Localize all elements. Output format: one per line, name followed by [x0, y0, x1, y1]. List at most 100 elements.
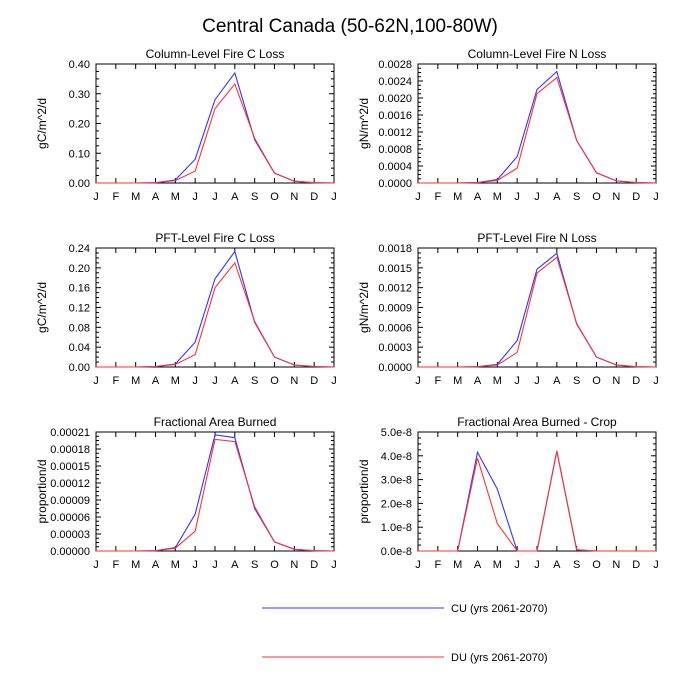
x-tick-label: D: [310, 375, 318, 387]
y-tick-label: 0.0018: [378, 243, 412, 255]
plot-frame: [417, 247, 657, 368]
x-tick-label: O: [592, 375, 601, 387]
x-tick-label: S: [251, 559, 258, 571]
x-tick-label: J: [93, 191, 99, 203]
series-line: [96, 82, 335, 184]
y-tick-label: 0.04: [69, 342, 90, 354]
y-tick-label: 0.00012: [50, 478, 90, 490]
x-tick-label: M: [453, 191, 462, 203]
y-tick-label: 0.08: [69, 322, 90, 334]
y-tick-label: 0.0e-8: [381, 546, 412, 558]
x-tick-label: O: [592, 559, 601, 571]
y-tick-label: 0.16: [69, 283, 90, 295]
y-tick-label: 0.00000: [50, 546, 90, 558]
x-tick-label: D: [632, 375, 640, 387]
series-line: [96, 434, 335, 552]
x-tick-label: M: [171, 375, 180, 387]
y-tick-label: 3.0e-8: [381, 475, 412, 487]
plot-frame: [95, 247, 335, 368]
chart-panel: Fractional Area Burned - Crop proportion/…: [357, 415, 659, 571]
x-tick-label: J: [514, 375, 520, 387]
plot-frame: [417, 431, 657, 552]
panel-title: PFT-Level Fire C Loss: [155, 231, 274, 245]
y-tick-label: 0.0006: [378, 322, 412, 334]
x-tick-label: A: [553, 375, 561, 387]
x-tick-label: J: [415, 559, 421, 571]
x-tick-label: M: [131, 559, 140, 571]
y-tick-label: 0.24: [69, 243, 90, 255]
x-tick-label: O: [592, 191, 601, 203]
x-tick-label: J: [331, 191, 337, 203]
y-axis-label: gC/m^2/d: [35, 98, 49, 149]
x-tick-label: F: [112, 375, 119, 387]
series-line: [96, 71, 335, 184]
x-tick-label: M: [493, 559, 502, 571]
x-tick-label: A: [474, 375, 482, 387]
series-line: [418, 76, 657, 184]
series-line: [418, 450, 656, 552]
x-tick-label: J: [331, 559, 337, 571]
x-tick-label: D: [632, 191, 640, 203]
series-line: [418, 256, 657, 368]
x-tick-label: A: [231, 375, 239, 387]
series-line: [96, 261, 335, 368]
x-tick-label: M: [131, 191, 140, 203]
x-tick-label: N: [612, 191, 620, 203]
x-tick-label: J: [415, 375, 421, 387]
y-tick-label: 0.0000: [378, 362, 412, 374]
x-tick-label: J: [653, 375, 659, 387]
y-tick-label: 5.0e-8: [381, 427, 412, 439]
y-tick-label: 0.10: [69, 148, 90, 160]
y-tick-label: 0.00003: [50, 529, 90, 541]
x-tick-label: A: [553, 559, 561, 571]
x-tick-label: A: [231, 191, 239, 203]
x-tick-label: N: [290, 375, 298, 387]
y-tick-label: 0.20: [69, 119, 90, 131]
x-tick-label: J: [415, 191, 421, 203]
legend-label: DU (yrs 2061-2070): [451, 652, 548, 664]
y-tick-label: 0.0012: [378, 283, 412, 295]
x-tick-label: F: [112, 559, 119, 571]
x-tick-label: A: [152, 191, 160, 203]
panel-title: Column-Level Fire C Loss: [146, 47, 285, 61]
x-tick-label: F: [434, 559, 441, 571]
y-tick-label: 0.20: [69, 263, 90, 275]
y-tick-label: 4.0e-8: [381, 451, 412, 463]
x-tick-label: M: [453, 559, 462, 571]
y-tick-label: 0.00: [69, 178, 90, 190]
y-tick-label: 0.00015: [50, 461, 90, 473]
x-tick-label: M: [171, 191, 180, 203]
y-tick-label: 0.0009: [378, 303, 412, 315]
y-tick-label: 0.0008: [378, 144, 412, 156]
figure-title: Central Canada (50-62N,100-80W): [202, 16, 498, 37]
x-tick-label: M: [131, 375, 140, 387]
y-tick-label: 0.0020: [378, 93, 412, 105]
legend-label: CU (yrs 2061-2070): [451, 603, 548, 615]
y-axis-label: gN/m^2/d: [357, 98, 371, 149]
x-tick-label: J: [212, 375, 218, 387]
panel-title: Fractional Area Burned - Crop: [457, 415, 617, 429]
x-tick-label: S: [573, 375, 580, 387]
x-tick-label: J: [192, 375, 198, 387]
x-tick-label: A: [152, 375, 160, 387]
series-line: [96, 250, 335, 368]
x-tick-label: F: [112, 191, 119, 203]
y-tick-label: 2.0e-8: [381, 498, 412, 510]
y-tick-label: 0.0012: [378, 127, 412, 139]
x-tick-label: J: [534, 375, 540, 387]
y-tick-label: 0.0028: [378, 59, 412, 71]
y-tick-label: 0.00018: [50, 444, 90, 456]
x-tick-label: M: [493, 191, 502, 203]
y-tick-label: 0.0003: [378, 342, 412, 354]
x-tick-label: J: [192, 559, 198, 571]
panel-title: PFT-Level Fire N Loss: [477, 231, 596, 245]
x-tick-label: D: [310, 191, 318, 203]
y-tick-label: 0.0000: [378, 178, 412, 190]
x-tick-label: S: [573, 191, 580, 203]
x-tick-label: A: [231, 559, 239, 571]
